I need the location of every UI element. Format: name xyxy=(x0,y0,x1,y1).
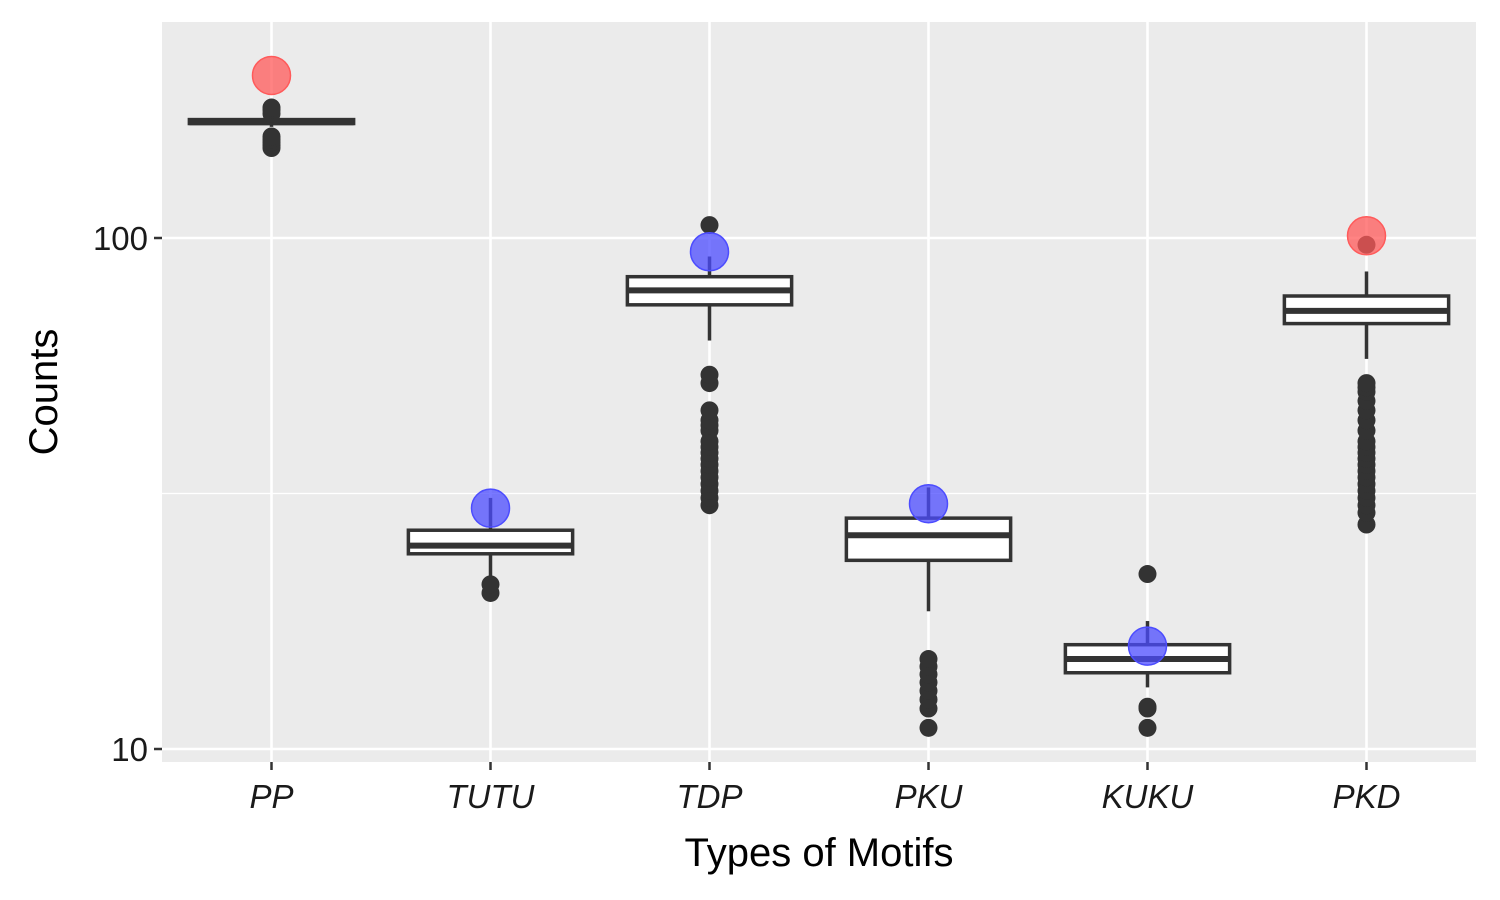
y-tick-label: 10 xyxy=(111,731,148,768)
observed-point-pku xyxy=(908,483,949,524)
x-tick-label: KUKU xyxy=(1102,778,1194,815)
y-tick-label: 100 xyxy=(93,220,148,257)
plot-panel xyxy=(162,22,1476,762)
x-tick-label: TDP xyxy=(677,778,743,815)
outlier-point xyxy=(700,401,719,420)
boxplots xyxy=(187,98,1451,737)
x-tick-label: PP xyxy=(249,778,293,815)
x-tick-label: PKD xyxy=(1333,778,1401,815)
box-tutu xyxy=(406,497,575,602)
outlier-point xyxy=(1138,718,1157,737)
box-pkd xyxy=(1282,235,1451,534)
box-body xyxy=(844,516,1013,563)
x-axis: PP TUTU TDP PKU KUKU PKD xyxy=(249,762,1400,815)
x-axis-title: Types of Motifs xyxy=(685,831,954,875)
x-tick-label: TUTU xyxy=(447,778,535,815)
outlier-point xyxy=(700,216,719,235)
box-pp xyxy=(187,98,356,158)
y-axis-title: Counts xyxy=(22,329,66,456)
x-tick-label: PKU xyxy=(895,778,963,815)
box-tdp xyxy=(625,216,794,515)
observed-point-tdp xyxy=(689,231,730,272)
observed-point-pkd xyxy=(1346,216,1387,256)
outlier-point xyxy=(1138,565,1157,584)
outlier-point xyxy=(919,650,938,669)
outlier-point xyxy=(700,365,719,384)
observed-points xyxy=(251,55,1387,666)
outlier-point xyxy=(262,98,281,117)
outlier-point xyxy=(1138,697,1157,716)
observed-point-pp xyxy=(251,55,292,96)
box-body xyxy=(406,528,575,556)
outlier-point xyxy=(919,718,938,737)
observed-point-kuku xyxy=(1127,626,1168,666)
y-axis: 10 100 xyxy=(93,220,162,768)
outlier-point xyxy=(262,127,281,146)
outlier-point xyxy=(1357,374,1376,393)
observed-point-tutu xyxy=(470,488,511,528)
outlier-point xyxy=(481,575,500,594)
